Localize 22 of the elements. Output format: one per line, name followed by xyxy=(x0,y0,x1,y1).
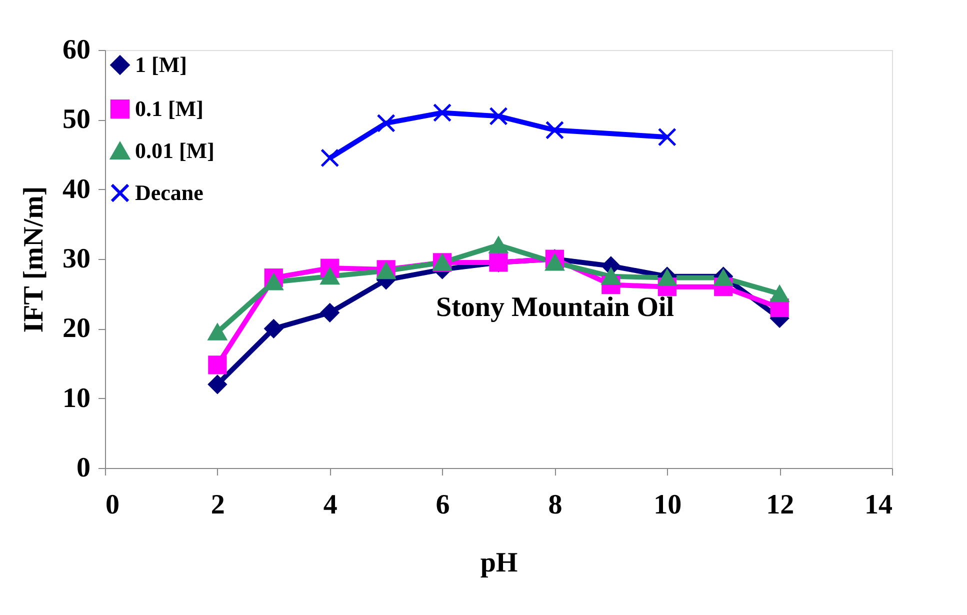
y-tick-label: 50 xyxy=(62,104,90,136)
x-tick-label: 10 xyxy=(654,490,682,520)
y-tick-label: 20 xyxy=(62,313,90,344)
legend-label: 0.1 [M] xyxy=(135,96,204,121)
x-tick-label: 14 xyxy=(864,490,892,520)
legend-label: 0.01 [M] xyxy=(135,138,214,163)
y-axis-title: IFT [mN/m] xyxy=(18,186,50,333)
legend-label: 1 [M] xyxy=(135,52,187,77)
x-tick-label: 6 xyxy=(436,490,450,520)
y-tick-label: 40 xyxy=(62,174,90,205)
y-tick-label: 30 xyxy=(62,244,90,274)
legend-label: Decane xyxy=(135,180,204,205)
y-tick-label: 60 xyxy=(62,34,90,66)
x-tick-label: 8 xyxy=(548,490,562,520)
y-tick-label: 0 xyxy=(76,452,90,484)
x-tick-label: 0 xyxy=(106,490,120,520)
x-tick-label: 2 xyxy=(210,490,225,520)
x-tick-label: 4 xyxy=(323,490,338,520)
x-axis-title: pH xyxy=(480,548,518,578)
x-tick-label: 12 xyxy=(766,490,794,520)
annotation: Stony Mountain Oil xyxy=(436,292,674,323)
y-tick-label: 10 xyxy=(62,382,90,414)
